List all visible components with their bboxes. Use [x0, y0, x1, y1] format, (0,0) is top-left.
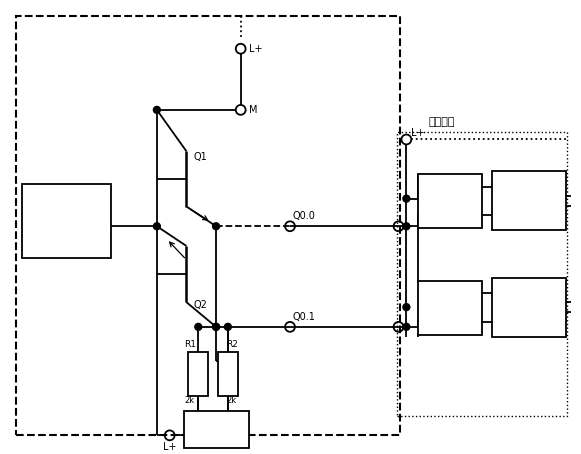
Text: 负载电路: 负载电路 — [428, 117, 454, 127]
Circle shape — [403, 304, 410, 311]
Text: L+: L+ — [249, 44, 262, 54]
Circle shape — [403, 323, 410, 331]
Circle shape — [213, 323, 220, 331]
Text: L+: L+ — [411, 128, 425, 138]
Text: U1: U1 — [426, 196, 441, 206]
Text: Q1: Q1 — [193, 152, 207, 162]
Text: R2: R2 — [226, 340, 238, 349]
Text: R1: R1 — [185, 340, 196, 349]
Circle shape — [213, 223, 220, 230]
Circle shape — [403, 223, 410, 230]
Text: Q0.1: Q0.1 — [293, 312, 316, 322]
Circle shape — [195, 323, 202, 331]
Text: Q0.0: Q0.0 — [293, 212, 316, 222]
Bar — [492, 277, 566, 337]
Bar — [396, 132, 567, 415]
Text: U2: U2 — [426, 302, 442, 312]
Bar — [418, 281, 482, 335]
Circle shape — [224, 323, 231, 331]
Bar — [188, 351, 208, 396]
Text: M: M — [249, 105, 257, 115]
Bar — [16, 16, 400, 435]
Text: 开关: 开关 — [209, 424, 223, 434]
Circle shape — [403, 195, 410, 202]
Bar — [185, 411, 249, 448]
Bar — [218, 351, 238, 396]
Text: L+: L+ — [163, 442, 177, 452]
Text: 2k: 2k — [226, 396, 236, 405]
Circle shape — [213, 323, 220, 331]
Bar — [418, 174, 482, 228]
Text: Q2: Q2 — [193, 300, 207, 310]
Circle shape — [153, 223, 160, 230]
Circle shape — [153, 106, 160, 114]
Text: 2k: 2k — [185, 396, 195, 405]
Text: PLC内部处
理电路: PLC内部处 理电路 — [50, 204, 83, 223]
Bar — [492, 171, 566, 230]
Bar — [21, 184, 110, 258]
